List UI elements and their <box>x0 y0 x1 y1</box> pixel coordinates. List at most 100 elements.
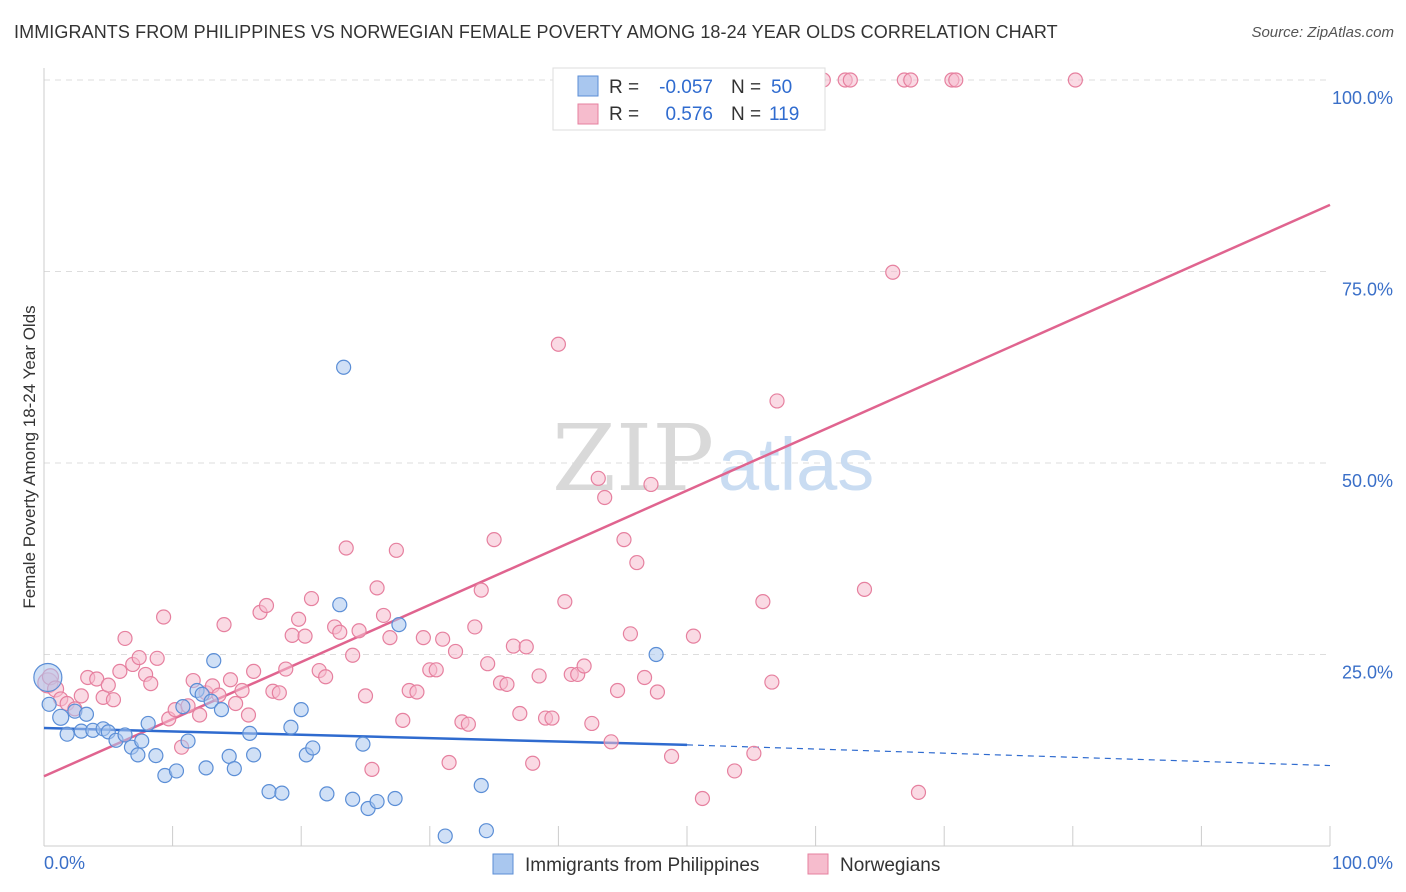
norwegians-point <box>629 554 645 571</box>
legend-r-label-blue: R = <box>609 77 639 98</box>
philippines-point <box>246 747 262 763</box>
philippines-point <box>134 733 150 749</box>
philippines-point <box>52 708 70 726</box>
norwegians-point <box>216 617 232 633</box>
philippines-point <box>140 715 156 732</box>
norwegians-point <box>460 716 476 732</box>
norwegians-point <box>338 540 354 556</box>
norwegians-point <box>131 649 147 666</box>
philippines-point <box>261 784 277 800</box>
norwegians-point <box>467 619 483 635</box>
norwegians-point <box>240 707 257 723</box>
philippines-point <box>336 359 352 375</box>
philippines-point <box>41 696 57 712</box>
norwegians-point <box>73 688 89 704</box>
norwegians-point <box>755 594 771 610</box>
philippines-point <box>283 719 299 735</box>
philippines-point <box>213 702 230 718</box>
philippines-point <box>148 748 164 764</box>
norwegians-point <box>584 715 600 732</box>
norwegians-point <box>447 643 464 660</box>
norwegians-point <box>609 682 626 699</box>
norwegians-point <box>357 688 374 704</box>
legend-n-value-blue: 50 <box>771 77 792 98</box>
philippines-point <box>473 777 489 794</box>
trendlines <box>43 203 1331 778</box>
gridlines <box>44 79 1330 655</box>
norwegians-point <box>415 630 431 646</box>
series-legend: Immigrants from Philippines Norwegians <box>492 853 940 876</box>
norwegians-point <box>576 658 592 674</box>
philippines-point <box>305 740 321 756</box>
philippines-point <box>33 662 63 693</box>
philippines-point <box>206 653 222 669</box>
norwegians-point <box>643 476 659 493</box>
norwegians-trendline <box>43 203 1331 778</box>
philippines-point <box>293 702 309 718</box>
norwegians-point <box>525 755 541 771</box>
philippines-point <box>648 646 664 663</box>
philippines-point <box>242 725 258 741</box>
norwegians-point <box>885 264 901 280</box>
legend-r-label-pink: R = <box>609 104 639 125</box>
y-tick-label: 50.0% <box>1342 471 1393 491</box>
norwegians-point <box>284 627 300 643</box>
norwegians-point <box>550 336 567 352</box>
norwegians-point <box>473 582 489 598</box>
x-tick-label-max: 100.0% <box>1332 853 1393 873</box>
norwegians-point <box>486 531 502 548</box>
norwegians-point <box>149 650 165 666</box>
norwegians-point <box>636 669 653 686</box>
norwegians-point <box>726 763 743 779</box>
philippines-point <box>59 726 75 742</box>
norwegians-point <box>531 668 547 684</box>
y-tick-label: 100.0% <box>1332 88 1393 108</box>
norwegians-point <box>842 72 858 88</box>
philippines-point <box>117 727 133 743</box>
norwegians-point <box>505 638 521 654</box>
norwegians-point <box>234 682 250 699</box>
watermark: ZIP atlas <box>552 405 874 512</box>
philippines-point <box>203 693 219 709</box>
philippines-points <box>33 359 664 844</box>
norwegians-point <box>1067 72 1083 88</box>
norwegians-point <box>685 628 702 644</box>
legend-swatch-blue <box>577 75 599 97</box>
norwegians-point <box>271 685 287 701</box>
norwegians-point <box>597 489 613 506</box>
philippines-point <box>332 597 348 613</box>
norwegians-point <box>499 676 515 692</box>
philippines-point <box>198 760 214 776</box>
norwegians-point <box>143 676 159 692</box>
philippines-point <box>168 763 185 779</box>
norwegians-point <box>375 607 392 624</box>
philippines-point <box>478 823 494 839</box>
norwegians-point <box>100 677 116 693</box>
norwegians-point <box>903 72 919 88</box>
norwegians-point <box>351 623 367 639</box>
watermark-zip: ZIP <box>552 405 714 512</box>
norwegians-point <box>388 542 404 558</box>
norwegians-point <box>769 393 785 409</box>
norwegians-point <box>512 705 528 722</box>
chart-title: IMMIGRANTS FROM PHILIPPINES VS NORWEGIAN… <box>14 22 1058 42</box>
norwegians-point <box>856 581 873 597</box>
legend-r-value-pink: 0.576 <box>665 104 713 125</box>
norwegians-point <box>435 631 451 647</box>
philippines-trendline <box>43 726 688 747</box>
series-legend-label-blue: Immigrants from Philippines <box>525 855 759 876</box>
norwegians-point <box>441 754 457 771</box>
norwegians-point <box>518 639 534 655</box>
philippines-point <box>226 761 242 777</box>
series-legend-swatch-pink <box>807 853 829 875</box>
norwegians-point <box>948 72 964 88</box>
philippines-point <box>180 733 196 749</box>
norwegians-point <box>395 712 411 728</box>
philippines-point <box>391 617 407 633</box>
norwegians-point <box>222 672 239 688</box>
series-legend-swatch-blue <box>492 853 514 875</box>
norwegians-point <box>117 630 133 647</box>
norwegians-point <box>910 784 927 800</box>
norwegians-points <box>37 72 1083 807</box>
